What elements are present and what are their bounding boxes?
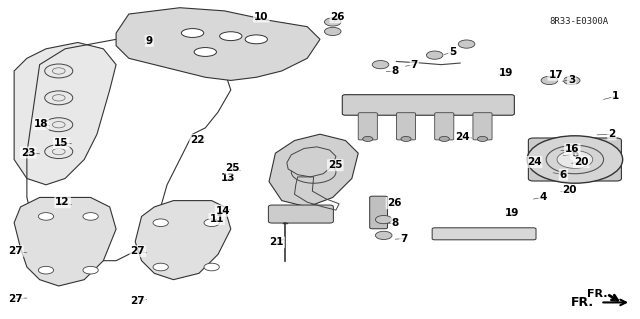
- Circle shape: [439, 137, 449, 141]
- FancyBboxPatch shape: [342, 95, 515, 115]
- Text: 17: 17: [548, 70, 563, 80]
- Text: 23: 23: [21, 148, 35, 158]
- Circle shape: [458, 40, 475, 48]
- Text: 16: 16: [565, 145, 580, 154]
- Text: FR.: FR.: [587, 289, 607, 299]
- Text: 8: 8: [392, 66, 399, 76]
- Text: 6: 6: [560, 170, 567, 180]
- Text: 19: 19: [505, 208, 520, 218]
- Text: 7: 7: [411, 60, 418, 70]
- Text: 12: 12: [55, 197, 70, 207]
- Ellipse shape: [181, 29, 204, 37]
- Circle shape: [477, 137, 488, 141]
- Text: 5: 5: [449, 47, 456, 57]
- FancyBboxPatch shape: [435, 113, 454, 140]
- Text: 2: 2: [608, 129, 616, 139]
- Text: 4: 4: [540, 192, 547, 203]
- Text: 6: 6: [572, 149, 579, 159]
- Text: 13: 13: [221, 173, 236, 183]
- Text: 26: 26: [387, 198, 401, 208]
- Circle shape: [401, 137, 411, 141]
- Text: 24: 24: [527, 157, 541, 167]
- Text: 21: 21: [269, 237, 284, 247]
- Ellipse shape: [194, 48, 216, 56]
- FancyBboxPatch shape: [529, 138, 621, 181]
- Text: 27: 27: [8, 293, 23, 304]
- Polygon shape: [135, 201, 231, 280]
- Circle shape: [204, 219, 220, 226]
- Text: 27: 27: [131, 296, 145, 306]
- Circle shape: [363, 137, 373, 141]
- Text: 15: 15: [54, 138, 68, 148]
- Polygon shape: [14, 42, 116, 185]
- Text: 27: 27: [8, 246, 23, 256]
- Text: 8: 8: [392, 218, 399, 228]
- Text: 22: 22: [191, 135, 205, 145]
- Text: 18: 18: [34, 119, 48, 129]
- Text: 3: 3: [568, 75, 575, 85]
- Text: 25: 25: [328, 160, 342, 170]
- Text: FR.: FR.: [571, 296, 594, 309]
- Circle shape: [324, 27, 341, 35]
- FancyBboxPatch shape: [473, 113, 492, 140]
- Polygon shape: [287, 147, 336, 177]
- Text: 24: 24: [456, 132, 470, 142]
- FancyBboxPatch shape: [432, 228, 536, 240]
- Ellipse shape: [220, 32, 242, 41]
- Circle shape: [38, 213, 54, 220]
- Text: 10: 10: [254, 11, 269, 22]
- Text: 26: 26: [331, 12, 345, 22]
- Circle shape: [372, 61, 389, 69]
- Circle shape: [324, 18, 341, 26]
- Text: 8R33-E0300A: 8R33-E0300A: [549, 17, 609, 26]
- Circle shape: [426, 51, 443, 59]
- Circle shape: [563, 76, 580, 85]
- FancyBboxPatch shape: [358, 113, 378, 140]
- FancyBboxPatch shape: [370, 196, 388, 229]
- Text: 14: 14: [216, 206, 230, 216]
- FancyBboxPatch shape: [396, 113, 415, 140]
- Circle shape: [541, 76, 557, 85]
- Text: 20: 20: [574, 157, 589, 167]
- Circle shape: [527, 136, 623, 183]
- Text: 11: 11: [209, 214, 224, 224]
- Polygon shape: [116, 8, 320, 80]
- Circle shape: [376, 231, 392, 240]
- Circle shape: [83, 213, 99, 220]
- Polygon shape: [269, 134, 358, 207]
- Text: 19: 19: [499, 68, 513, 78]
- Text: 25: 25: [225, 163, 239, 173]
- Circle shape: [83, 266, 99, 274]
- Circle shape: [38, 266, 54, 274]
- Text: 27: 27: [131, 246, 145, 256]
- Text: 20: 20: [563, 185, 577, 196]
- Text: 9: 9: [146, 36, 153, 46]
- Circle shape: [376, 215, 392, 224]
- Text: 7: 7: [401, 234, 408, 243]
- Ellipse shape: [245, 35, 268, 44]
- Text: 1: 1: [612, 91, 620, 101]
- Circle shape: [153, 263, 168, 271]
- FancyBboxPatch shape: [268, 205, 333, 223]
- Circle shape: [557, 151, 593, 168]
- Polygon shape: [14, 197, 116, 286]
- Circle shape: [153, 219, 168, 226]
- Circle shape: [204, 263, 220, 271]
